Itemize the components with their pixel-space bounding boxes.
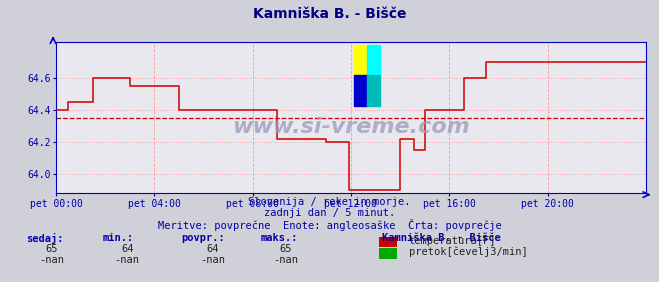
- Text: pretok[čevelj3/min]: pretok[čevelj3/min]: [409, 247, 527, 257]
- Text: 65: 65: [45, 244, 57, 254]
- Text: sedaj:: sedaj:: [26, 233, 64, 244]
- Bar: [367, 45, 380, 76]
- Text: www.si-vreme.com: www.si-vreme.com: [232, 117, 470, 137]
- Text: zadnji dan / 5 minut.: zadnji dan / 5 minut.: [264, 208, 395, 218]
- Text: 65: 65: [279, 244, 291, 254]
- Text: -nan: -nan: [39, 255, 64, 265]
- Text: -nan: -nan: [115, 255, 140, 265]
- Text: Kamniška B. - Bišče: Kamniška B. - Bišče: [253, 7, 406, 21]
- Text: -nan: -nan: [200, 255, 225, 265]
- Text: Slovenija / reke in morje.: Slovenija / reke in morje.: [248, 197, 411, 207]
- Text: Meritve: povprečne  Enote: angleosaške  Črta: povprečje: Meritve: povprečne Enote: angleosaške Čr…: [158, 219, 501, 231]
- Text: min.:: min.:: [102, 233, 133, 243]
- Text: 64: 64: [121, 244, 133, 254]
- Text: povpr.:: povpr.:: [181, 233, 225, 243]
- Text: maks.:: maks.:: [260, 233, 298, 243]
- Text: 64: 64: [207, 244, 219, 254]
- Text: temperatura[F]: temperatura[F]: [409, 236, 496, 246]
- Bar: [367, 76, 380, 106]
- Bar: [354, 45, 367, 76]
- Text: -nan: -nan: [273, 255, 298, 265]
- Text: Kamniška B. - Bišče: Kamniška B. - Bišče: [382, 233, 501, 243]
- Bar: [354, 76, 367, 106]
